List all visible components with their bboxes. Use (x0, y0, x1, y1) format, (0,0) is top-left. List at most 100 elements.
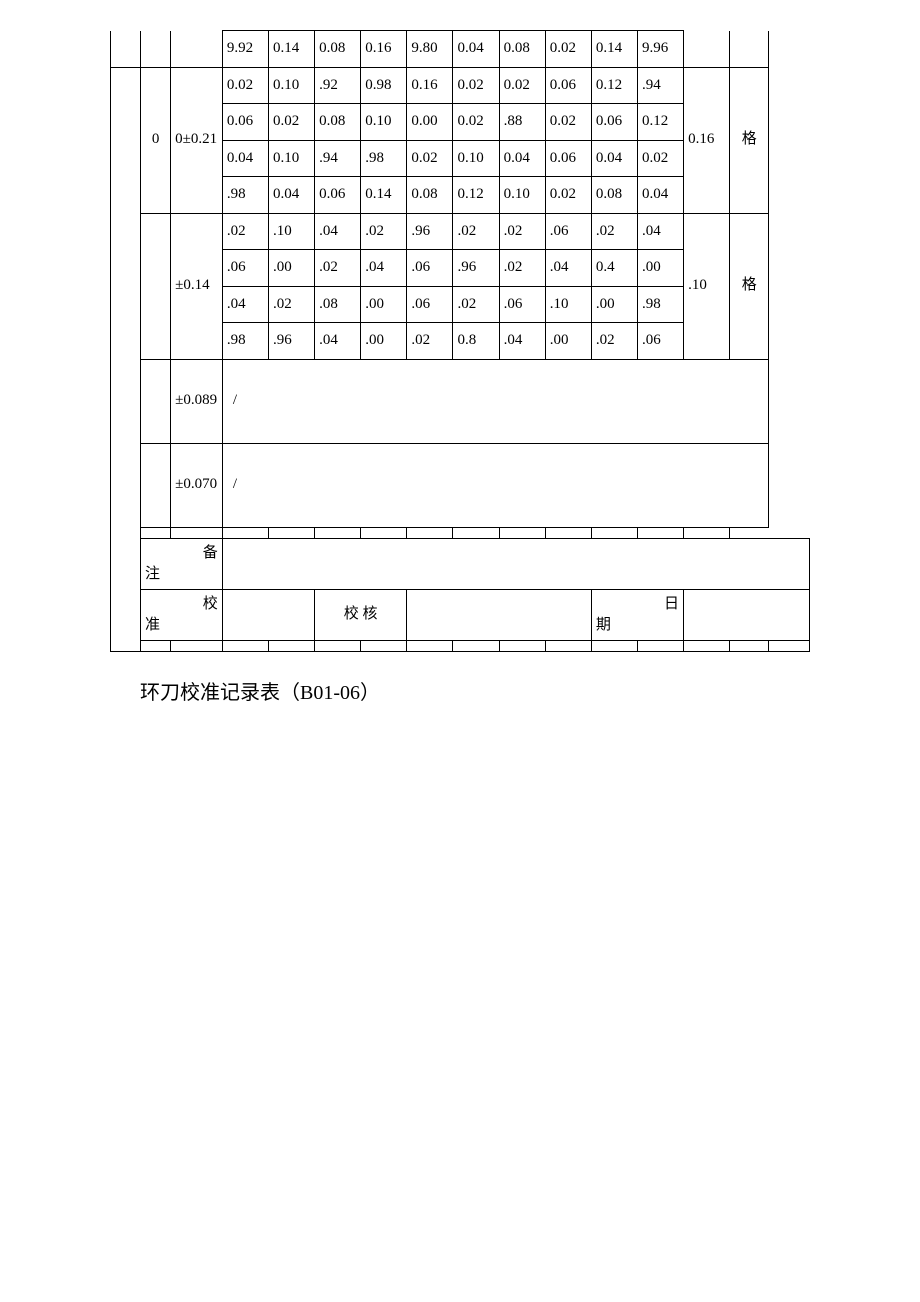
group1-col2: 0±0.21 (171, 67, 223, 213)
calibrate-value (222, 589, 314, 640)
cell: .00 (637, 250, 683, 287)
cell: 0.10 (268, 140, 314, 177)
cell: .04 (315, 323, 361, 360)
cell: 0.12 (637, 104, 683, 141)
cell: 0.04 (222, 140, 268, 177)
date-value (684, 589, 810, 640)
cell: 0.00 (407, 104, 453, 141)
cell: .06 (222, 250, 268, 287)
cell: 0.10 (361, 104, 407, 141)
table-row: 9.92 0.14 0.08 0.16 9.80 0.04 0.08 0.02 … (111, 31, 810, 68)
cell: 0.06 (315, 177, 361, 214)
cell: .02 (407, 323, 453, 360)
group3-slash: / (222, 359, 769, 443)
cell: .98 (222, 323, 268, 360)
cell: .94 (315, 140, 361, 177)
cell: 0.06 (222, 104, 268, 141)
cell: 0.02 (545, 31, 591, 68)
cell: .96 (268, 323, 314, 360)
cell: .98 (361, 140, 407, 177)
cell: 0.06 (545, 140, 591, 177)
cell: .00 (591, 286, 637, 323)
cell: 0.02 (407, 140, 453, 177)
cell: .92 (315, 67, 361, 104)
group1-result: 格 (730, 67, 769, 213)
cell: 9.96 (637, 31, 683, 68)
remark-label: 备 注 (141, 538, 223, 589)
cell: 0.04 (453, 31, 499, 68)
calibration-table: 9.92 0.14 0.08 0.16 9.80 0.04 0.08 0.02 … (110, 30, 810, 652)
cell: 0.08 (407, 177, 453, 214)
cell: 0.08 (499, 31, 545, 68)
cell: 0.14 (361, 177, 407, 214)
cell: .02 (361, 213, 407, 250)
group2-summary: .10 (684, 213, 730, 359)
signoff-row: 校 准 校 核 日 期 (111, 589, 810, 640)
cell: 0.98 (361, 67, 407, 104)
cell: 0.8 (453, 323, 499, 360)
group4-slash: / (222, 443, 769, 527)
cell: .00 (545, 323, 591, 360)
cell: .06 (499, 286, 545, 323)
cell: .94 (637, 67, 683, 104)
cell: 0.04 (637, 177, 683, 214)
check-label: 校 核 (315, 589, 407, 640)
cell: .00 (361, 286, 407, 323)
cell: .04 (637, 213, 683, 250)
cell: 0.10 (453, 140, 499, 177)
cell: .04 (315, 213, 361, 250)
cell: .04 (222, 286, 268, 323)
cell: .98 (222, 177, 268, 214)
cell: .04 (499, 323, 545, 360)
cell: .96 (453, 250, 499, 287)
cell: 0.02 (637, 140, 683, 177)
cell: 0.06 (545, 67, 591, 104)
cell: .08 (315, 286, 361, 323)
cell: 0.12 (453, 177, 499, 214)
cell: 9.80 (407, 31, 453, 68)
cell: .02 (315, 250, 361, 287)
cell: .02 (453, 213, 499, 250)
table-caption: 环刀校准记录表（B01-06） (110, 676, 810, 705)
group2-col2: ±0.14 (171, 213, 223, 359)
cell: .02 (453, 286, 499, 323)
table-row: ±0.14 .02 .10 .04 .02 .96 .02 .02 .06 .0… (111, 213, 810, 250)
cell: 0.02 (499, 67, 545, 104)
group4-col2: ±0.070 (171, 443, 223, 527)
table-row: ±0.089 / (111, 359, 810, 443)
cell: .10 (545, 286, 591, 323)
table-row: ±0.070 / (111, 443, 810, 527)
cell: .00 (268, 250, 314, 287)
cell: .02 (222, 213, 268, 250)
cell: 0.10 (268, 67, 314, 104)
cell: .04 (361, 250, 407, 287)
cell: 0.02 (545, 177, 591, 214)
cell: .02 (499, 250, 545, 287)
cell: 0.06 (591, 104, 637, 141)
remark-row: 备 注 (111, 538, 810, 589)
spacer-row (111, 527, 810, 538)
group3-col2: ±0.089 (171, 359, 223, 443)
cell: .10 (268, 213, 314, 250)
cell: 0.02 (268, 104, 314, 141)
cell: .88 (499, 104, 545, 141)
cell: .06 (407, 286, 453, 323)
cell: .06 (407, 250, 453, 287)
cell: 0.02 (222, 67, 268, 104)
cell: 0.08 (315, 104, 361, 141)
cell: 0.04 (591, 140, 637, 177)
cell: 0.08 (315, 31, 361, 68)
date-label: 日 期 (591, 589, 683, 640)
table-row: 0 0±0.21 0.02 0.10 .92 0.98 0.16 0.02 0.… (111, 67, 810, 104)
group1-summary: 0.16 (684, 67, 730, 213)
cell: 0.10 (499, 177, 545, 214)
cell: 0.12 (591, 67, 637, 104)
spacer-row (111, 640, 810, 651)
cell: .06 (637, 323, 683, 360)
cell: 0.02 (453, 104, 499, 141)
cell: .96 (407, 213, 453, 250)
group2-result: 格 (730, 213, 769, 359)
check-value (407, 589, 592, 640)
cell: 0.4 (591, 250, 637, 287)
group1-col1: 0 (141, 67, 171, 213)
